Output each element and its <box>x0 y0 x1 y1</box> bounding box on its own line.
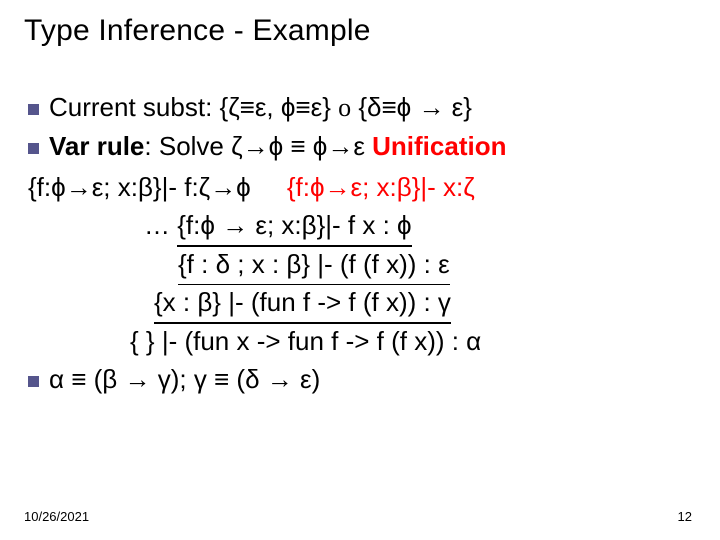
deriv-root: { } |- (fun x -> fun f -> f (f x)) : α <box>130 326 481 356</box>
page-title: Type Inference - Example <box>24 14 371 48</box>
text-current-subst-a: Current subst: {ζ≡ε, ϕ≡ε} <box>49 92 338 122</box>
deriv-funf: {x : β} |- (fun f -> f (f x)) : γ <box>154 283 451 321</box>
deriv-fx: {f:ϕ → ε; x:β}|- f x : ϕ <box>177 206 411 244</box>
unification-highlight: Unification <box>372 131 506 161</box>
text-current-subst-b: {δ≡ϕ → ε} <box>351 92 472 122</box>
deriv-row-4: {x : β} |- (fun f -> f (f x)) : γ <box>24 283 696 321</box>
deriv-top-row: {f:ϕ→ε; x:β}|- f:ζ→ϕ {f:ϕ→ε; x:β}|- x:ζ <box>24 168 696 206</box>
footer-page-number: 12 <box>678 509 692 524</box>
compose-op: o <box>338 93 351 122</box>
bullet-current-subst: Current subst: {ζ≡ε, ϕ≡ε} o {δ≡ϕ → ε} <box>24 88 696 127</box>
deriv-ellipsis: … <box>144 210 177 240</box>
deriv-row-2: … {f:ϕ → ε; x:β}|- f x : ϕ <box>24 206 696 244</box>
var-rule-label: Var rule <box>49 131 144 161</box>
bullet-icon <box>28 143 39 154</box>
deriv-ffx: {f : δ ; x : β} |- (f (f x)) : ε <box>178 245 450 283</box>
bullet-var-rule: Var rule: Solve ζ→ϕ ≡ ϕ→ε Unification <box>24 127 696 165</box>
deriv-row-3: {f : δ ; x : β} |- (f (f x)) : ε <box>24 245 696 283</box>
slide-body: Current subst: {ζ≡ε, ϕ≡ε} o {δ≡ϕ → ε} Va… <box>24 88 696 399</box>
deriv-row-5: { } |- (fun x -> fun f -> f (f x)) : α <box>24 322 696 360</box>
deriv-premise-right: {f:ϕ→ε; x:β}|- x:ζ <box>287 172 475 202</box>
var-rule-mid: : Solve ζ→ϕ ≡ ϕ→ε <box>144 131 372 161</box>
text-alpha-result: α ≡ (β → γ); γ ≡ (δ → ε) <box>49 364 320 394</box>
deriv-premise-left: {f:ϕ→ε; x:β}|- f:ζ→ϕ <box>28 172 251 202</box>
bullet-icon <box>28 104 39 115</box>
slide: Type Inference - Example Current subst: … <box>0 0 720 540</box>
footer-date: 10/26/2021 <box>24 509 89 524</box>
bullet-icon <box>28 376 39 387</box>
bullet-alpha-result: α ≡ (β → γ); γ ≡ (δ → ε) <box>24 360 696 398</box>
